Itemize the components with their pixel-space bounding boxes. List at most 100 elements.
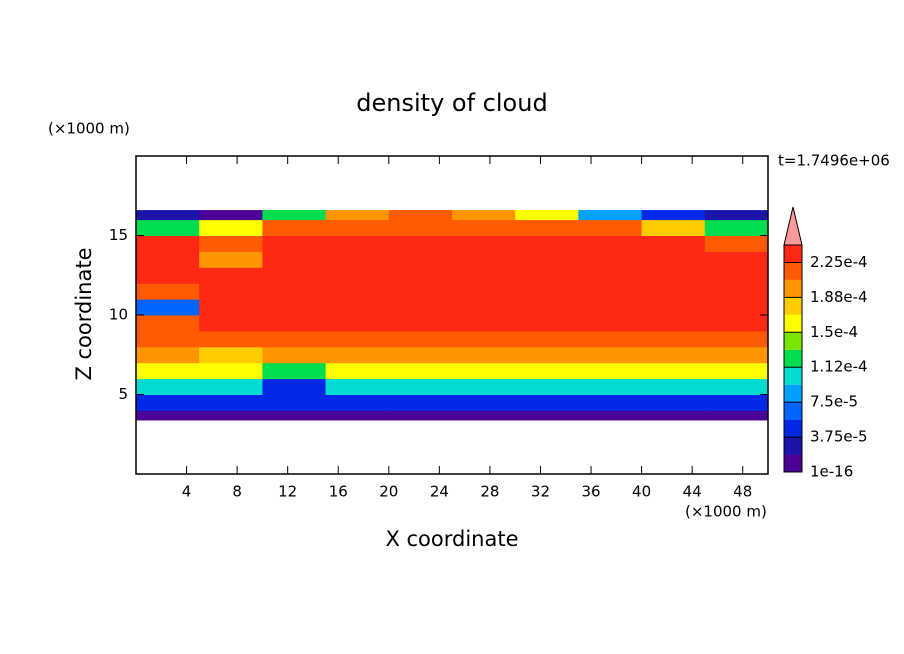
cell: [452, 394, 516, 411]
colorbar-band: [784, 402, 802, 420]
colorbar-tick-label: 1.88e-4: [810, 288, 868, 306]
cell: [199, 315, 263, 332]
colorbar-extension: [783, 206, 803, 246]
cell: [262, 394, 327, 411]
cell: [641, 410, 706, 421]
cell: [388, 315, 453, 332]
colorbar-tick-label: 1.12e-4: [810, 358, 868, 376]
cell: [136, 315, 200, 332]
cell: [262, 219, 327, 236]
cell: [641, 330, 706, 348]
cell: [199, 410, 263, 421]
cell: [515, 210, 579, 221]
cell: [578, 330, 643, 348]
cell: [515, 235, 579, 252]
y-tick-label: 5: [118, 385, 128, 403]
colorbar-tick-label: 1.5e-4: [810, 323, 858, 341]
cell: [136, 346, 200, 364]
cell: [578, 210, 643, 221]
cell: [325, 346, 390, 364]
cell: [199, 235, 263, 252]
cell: [515, 362, 579, 380]
cell: [388, 235, 453, 252]
cell: [388, 210, 453, 221]
y-unit: (×1000 m): [48, 120, 130, 138]
colorbar-tick-label: 3.75e-5: [810, 428, 868, 446]
cell: [325, 283, 390, 300]
cell: [262, 210, 327, 221]
cell: [641, 235, 706, 252]
y-tick-label: 15: [109, 226, 128, 244]
cell: [262, 315, 327, 332]
cell: [199, 378, 263, 395]
y-tick-label: 10: [109, 306, 128, 324]
cell: [452, 378, 516, 395]
cell: [136, 330, 200, 348]
cell: [388, 219, 453, 236]
cell: [641, 346, 706, 364]
cell: [199, 299, 263, 316]
cell: [325, 219, 390, 236]
cell: [262, 346, 327, 364]
colorbar-tick-label: 2.25e-4: [810, 253, 868, 271]
cell: [199, 283, 263, 300]
cell: [262, 267, 327, 284]
cell: [262, 378, 327, 395]
cell: [325, 267, 390, 284]
cell: [388, 330, 453, 348]
cell: [325, 299, 390, 316]
x-tick-label: 12: [278, 483, 297, 501]
cell: [452, 410, 516, 421]
cell: [452, 299, 516, 316]
cell: [388, 283, 453, 300]
x-tick-label: 20: [379, 483, 398, 501]
cell: [704, 219, 769, 236]
cell: [199, 267, 263, 284]
cell: [704, 315, 769, 332]
cell: [578, 346, 643, 364]
cell: [452, 362, 516, 380]
cell: [704, 251, 769, 268]
cell: [515, 219, 579, 236]
cell: [136, 394, 200, 411]
colorbar-band: [784, 454, 802, 472]
cell: [199, 330, 263, 348]
cell: [325, 235, 390, 252]
cell: [641, 219, 706, 236]
cell: [578, 410, 643, 421]
x-axis-label: X coordinate: [385, 527, 518, 551]
field: [136, 210, 769, 421]
cell: [641, 299, 706, 316]
cell: [136, 378, 200, 395]
cell: [325, 394, 390, 411]
x-unit: (×1000 m): [685, 503, 767, 521]
colorbar-band: [784, 437, 802, 455]
cell: [641, 315, 706, 332]
cell: [578, 283, 643, 300]
cell: [578, 267, 643, 284]
colorbar-band: [784, 245, 802, 263]
cell: [578, 362, 643, 380]
cell: [262, 235, 327, 252]
time-label: t=1.7496e+06: [778, 152, 890, 170]
cell: [704, 394, 769, 411]
cell: [325, 378, 390, 395]
cell: [388, 251, 453, 268]
cell: [199, 394, 263, 411]
cell: [452, 315, 516, 332]
cell: [578, 315, 643, 332]
colorbar-band: [784, 349, 802, 368]
cell: [452, 251, 516, 268]
cell: [578, 378, 643, 395]
cell: [136, 299, 200, 316]
colorbar-band: [784, 297, 802, 315]
cell: [515, 299, 579, 316]
cell: [641, 251, 706, 268]
cell: [704, 346, 769, 364]
colorbar-tick-label: 7.5e-5: [810, 393, 858, 411]
cell: [578, 235, 643, 252]
cell: [515, 410, 579, 421]
x-tick-label: 36: [581, 483, 600, 501]
cell: [388, 378, 453, 395]
